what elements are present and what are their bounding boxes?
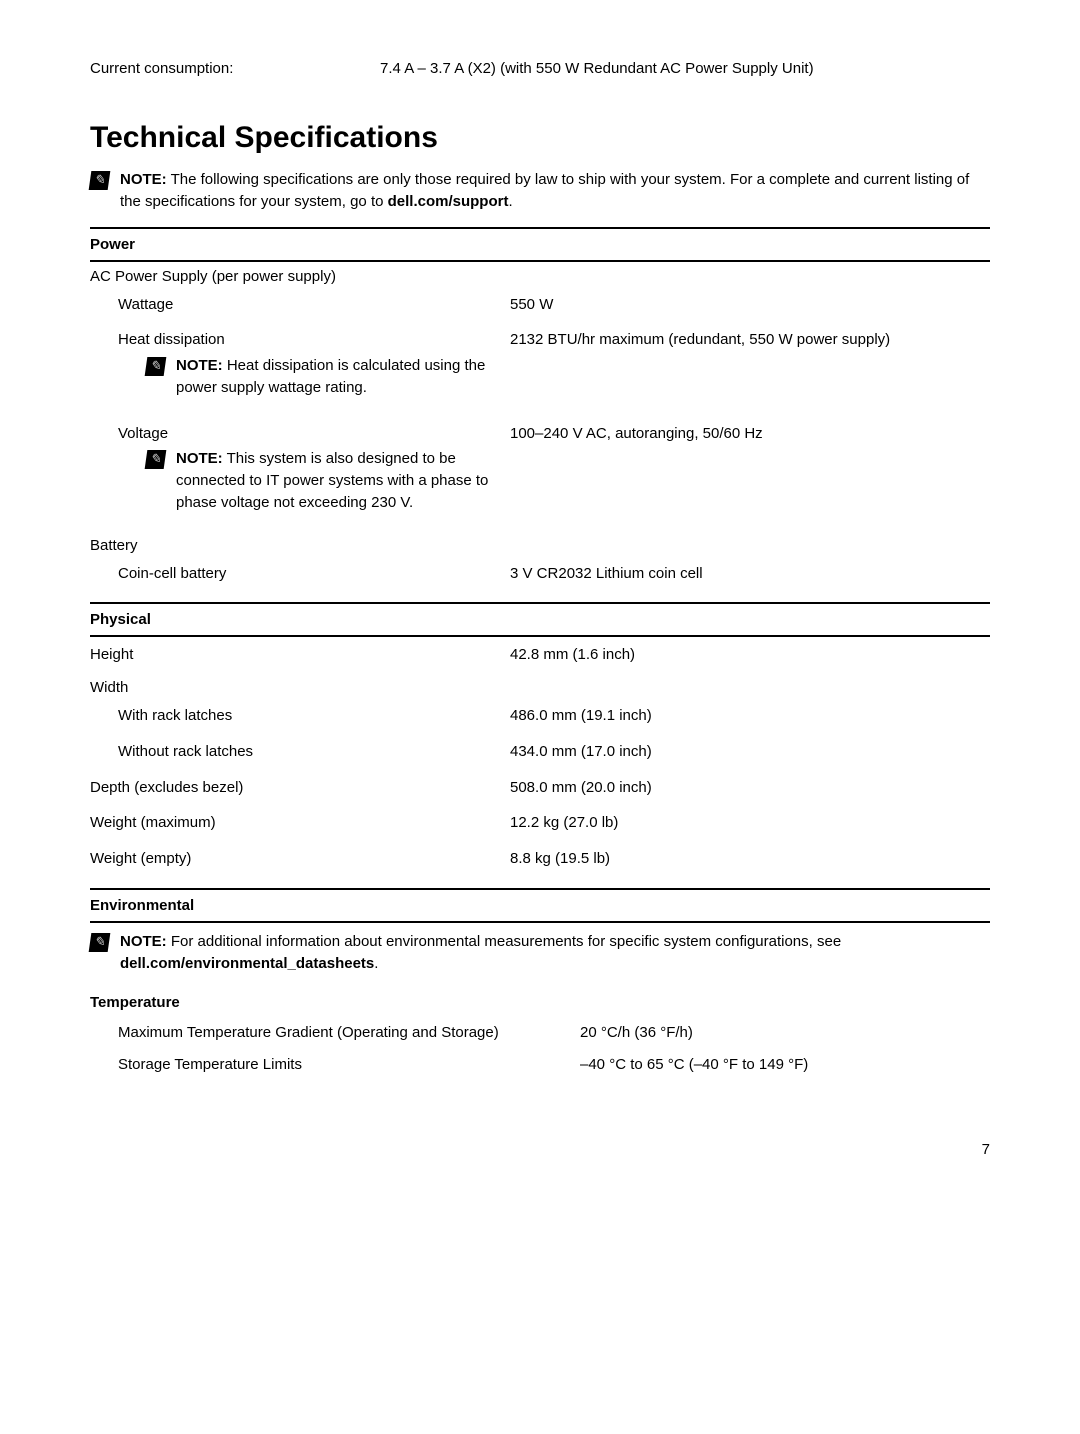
heat-label: Heat dissipation — [90, 329, 510, 351]
note-icon: ✎ — [89, 171, 111, 190]
voltage-note-prefix: NOTE: — [176, 450, 223, 467]
wattage-label: Wattage — [90, 294, 510, 316]
heat-note: ✎ NOTE: Heat dissipation is calculated u… — [90, 351, 510, 409]
voltage-note: ✎ NOTE: This system is also designed to … — [90, 444, 510, 523]
max-gradient-label: Maximum Temperature Gradient (Operating … — [90, 1022, 580, 1044]
with-latches-label: With rack latches — [90, 705, 510, 727]
intro-note-text: NOTE: The following specifications are o… — [120, 169, 990, 213]
with-latches-row: With rack latches 486.0 mm (19.1 inch) — [90, 698, 990, 734]
coincell-label: Coin-cell battery — [90, 563, 510, 585]
note-icon: ✎ — [145, 450, 167, 469]
page: Current consumption: 7.4 A – 3.7 A (X2) … — [0, 0, 1080, 1198]
without-latches-value: 434.0 mm (17.0 inch) — [510, 741, 990, 763]
storage-limits-value: –40 °C to 65 °C (–40 °F to 149 °F) — [580, 1054, 990, 1076]
power-heading: Power — [90, 227, 990, 262]
weight-max-label: Weight (maximum) — [90, 812, 510, 834]
height-row: Height 42.8 mm (1.6 inch) — [90, 637, 990, 673]
weight-empty-label: Weight (empty) — [90, 848, 510, 870]
voltage-row: Voltage ✎ NOTE: This system is also desi… — [90, 416, 990, 531]
note-body: The following specifications are only th… — [120, 171, 969, 210]
env-note-suffix: . — [374, 955, 378, 972]
height-label: Height — [90, 644, 510, 666]
without-latches-label: Without rack latches — [90, 741, 510, 763]
current-consumption-label: Current consumption: — [90, 60, 380, 77]
weight-empty-row: Weight (empty) 8.8 kg (19.5 lb) — [90, 841, 990, 884]
max-gradient-value: 20 °C/h (36 °F/h) — [580, 1022, 990, 1044]
environmental-note: ✎ NOTE: For additional information about… — [90, 931, 990, 975]
ac-power-supply-label: AC Power Supply (per power supply) — [90, 262, 990, 287]
heat-row: Heat dissipation ✎ NOTE: Heat dissipatio… — [90, 322, 990, 415]
note-icon: ✎ — [89, 933, 111, 952]
coincell-value: 3 V CR2032 Lithium coin cell — [510, 563, 990, 585]
coincell-row: Coin-cell battery 3 V CR2032 Lithium coi… — [90, 556, 990, 599]
note-prefix: NOTE: — [120, 171, 167, 188]
storage-limits-row: Storage Temperature Limits –40 °C to 65 … — [90, 1049, 990, 1081]
env-note-link: dell.com/environmental_datasheets — [120, 955, 374, 972]
note-icon: ✎ — [145, 357, 167, 376]
intro-note: ✎ NOTE: The following specifications are… — [90, 169, 990, 213]
technical-specs-heading: Technical Specifications — [90, 121, 990, 155]
weight-max-value: 12.2 kg (27.0 lb) — [510, 812, 990, 834]
env-note-prefix: NOTE: — [120, 933, 167, 950]
depth-row: Depth (excludes bezel) 508.0 mm (20.0 in… — [90, 770, 990, 806]
depth-value: 508.0 mm (20.0 inch) — [510, 777, 990, 799]
wattage-row: Wattage 550 W — [90, 287, 990, 323]
env-note-body: For additional information about environ… — [167, 933, 842, 950]
current-consumption-row: Current consumption: 7.4 A – 3.7 A (X2) … — [90, 60, 990, 77]
weight-empty-value: 8.8 kg (19.5 lb) — [510, 848, 990, 870]
voltage-note-body: This system is also designed to be conne… — [176, 450, 488, 511]
height-value: 42.8 mm (1.6 inch) — [510, 644, 990, 666]
heat-value: 2132 BTU/hr maximum (redundant, 550 W po… — [510, 329, 990, 351]
note-suffix: . — [508, 193, 512, 210]
weight-max-row: Weight (maximum) 12.2 kg (27.0 lb) — [90, 805, 990, 841]
storage-limits-label: Storage Temperature Limits — [90, 1054, 580, 1076]
current-consumption-value: 7.4 A – 3.7 A (X2) (with 550 W Redundant… — [380, 60, 990, 77]
page-number: 7 — [90, 1081, 990, 1158]
max-gradient-row: Maximum Temperature Gradient (Operating … — [90, 1017, 990, 1049]
environmental-heading: Environmental — [90, 888, 990, 923]
heat-note-body: Heat dissipation is calculated using the… — [176, 357, 485, 396]
note-link: dell.com/support — [388, 193, 509, 210]
without-latches-row: Without rack latches 434.0 mm (17.0 inch… — [90, 734, 990, 770]
depth-label: Depth (excludes bezel) — [90, 777, 510, 799]
voltage-value: 100–240 V AC, autoranging, 50/60 Hz — [510, 423, 990, 445]
environmental-note-text: NOTE: For additional information about e… — [120, 931, 990, 975]
width-label: Width — [90, 673, 990, 698]
wattage-value: 550 W — [510, 294, 990, 316]
voltage-label: Voltage — [90, 423, 510, 445]
with-latches-value: 486.0 mm (19.1 inch) — [510, 705, 990, 727]
battery-label: Battery — [90, 531, 990, 556]
heat-note-prefix: NOTE: — [176, 357, 223, 374]
physical-heading: Physical — [90, 602, 990, 637]
temperature-heading: Temperature — [90, 988, 990, 1017]
